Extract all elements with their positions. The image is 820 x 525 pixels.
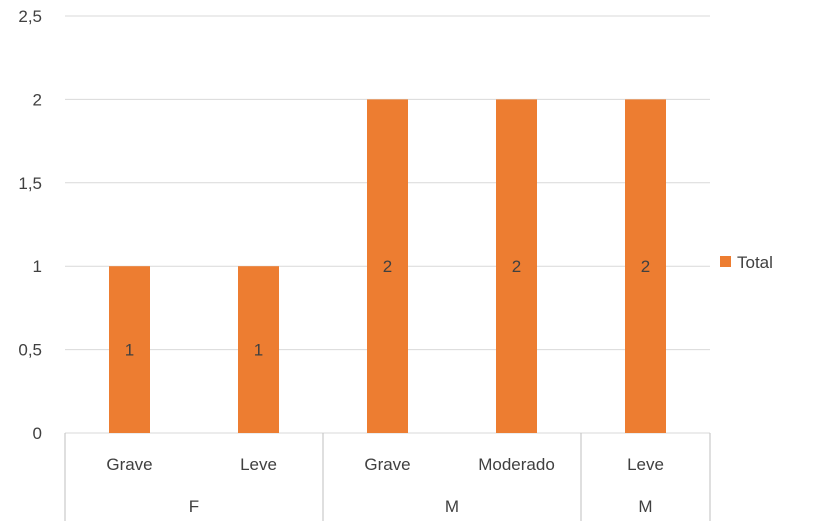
data-labels: 1 1 2 2 2 bbox=[125, 257, 650, 359]
data-label: 2 bbox=[512, 257, 521, 276]
y-tick-label: 1 bbox=[33, 257, 42, 276]
y-axis-ticks: 0 0,5 1 1,5 2 2,5 bbox=[18, 7, 42, 443]
data-label: 2 bbox=[641, 257, 650, 276]
x-group-label: M bbox=[638, 497, 652, 516]
y-tick-label: 2,5 bbox=[18, 7, 42, 26]
bar bbox=[496, 99, 537, 434]
x-category-label: Grave bbox=[364, 455, 410, 474]
legend-label: Total bbox=[737, 253, 773, 272]
bar bbox=[367, 99, 408, 434]
data-label: 2 bbox=[383, 257, 392, 276]
bar bbox=[625, 99, 666, 434]
legend: Total bbox=[720, 253, 773, 272]
y-tick-label: 0,5 bbox=[18, 341, 42, 360]
x-category-label: Leve bbox=[627, 455, 664, 474]
bars bbox=[109, 99, 666, 434]
x-axis: Grave Leve Grave Moderado Leve F M M bbox=[64, 433, 711, 521]
x-group-label: M bbox=[445, 497, 459, 516]
y-tick-label: 2 bbox=[33, 90, 42, 109]
x-category-label: Grave bbox=[106, 455, 152, 474]
data-label: 1 bbox=[125, 341, 134, 360]
bar bbox=[238, 266, 279, 433]
bar bbox=[109, 266, 150, 433]
y-tick-label: 0 bbox=[33, 424, 42, 443]
x-category-label: Moderado bbox=[478, 455, 555, 474]
data-label: 1 bbox=[254, 341, 263, 360]
legend-swatch bbox=[720, 256, 731, 267]
x-group-label: F bbox=[189, 497, 199, 516]
x-category-label: Leve bbox=[240, 455, 277, 474]
y-tick-label: 1,5 bbox=[18, 174, 42, 193]
